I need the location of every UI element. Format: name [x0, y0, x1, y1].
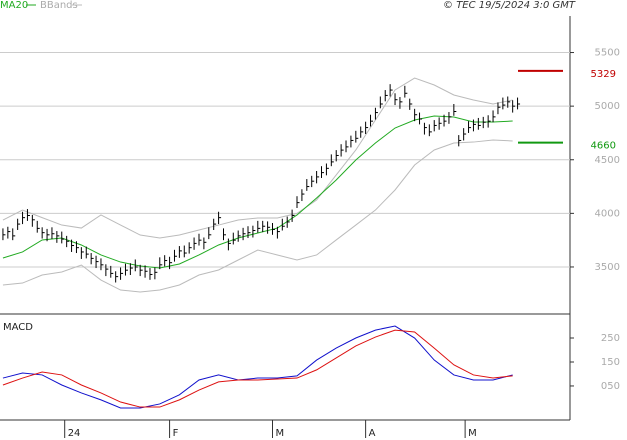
band-lower — [2, 139, 513, 293]
y-tick-label: 050 — [601, 381, 620, 392]
band-upper — [2, 77, 513, 239]
y-tick-label: 4000 — [595, 208, 620, 219]
x-tick-label: M — [468, 428, 477, 439]
y-tick-label: 150 — [601, 357, 620, 368]
legend-ma: MA20 — [0, 0, 28, 11]
level-label: 4660 — [591, 141, 616, 152]
y-tick-label: 5500 — [595, 48, 620, 59]
level-label: 5329 — [591, 69, 616, 80]
ma-line — [2, 115, 513, 269]
legend-bands: BBands — [40, 0, 78, 11]
y-tick-label: 4500 — [595, 155, 620, 166]
x-tick-label: F — [173, 428, 179, 439]
macd-title: MACD — [3, 322, 33, 333]
y-tick-label: 250 — [601, 333, 620, 344]
y-tick-label: 3500 — [595, 262, 620, 273]
y-tick-label: 5000 — [595, 101, 620, 112]
x-tick-label: A — [369, 428, 376, 439]
x-tick-label: 24 — [68, 428, 81, 439]
macd-line — [2, 329, 513, 408]
credit: © TEC 19/5/2024 3:0 GMT — [443, 0, 576, 11]
macd-line — [2, 325, 513, 409]
x-tick-label: M — [276, 428, 285, 439]
